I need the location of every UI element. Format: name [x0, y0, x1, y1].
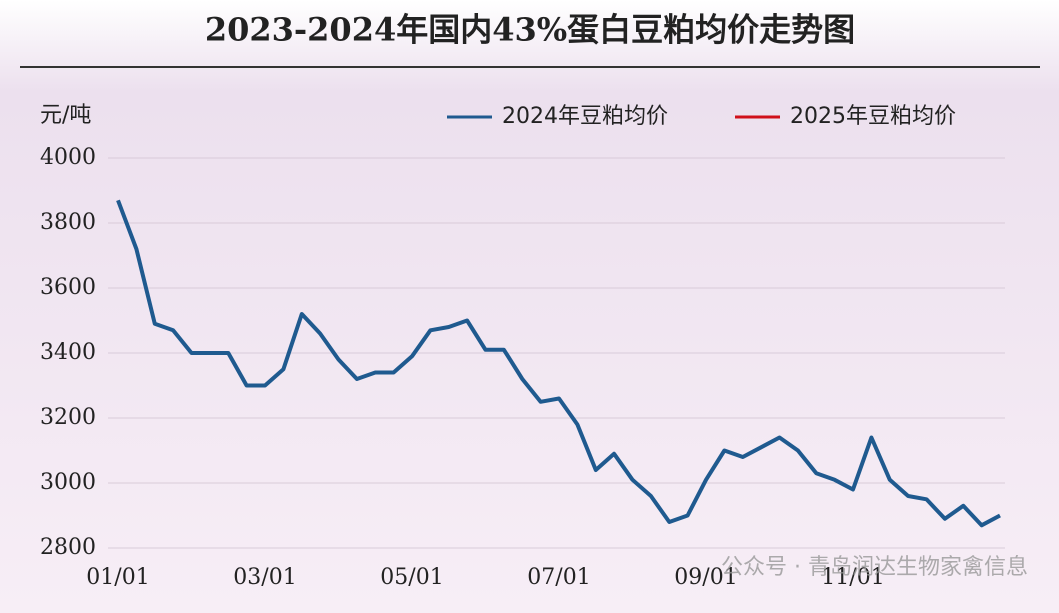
x-tick-label: 09/01	[674, 565, 737, 590]
y-tick-label: 3400	[40, 340, 96, 365]
x-tick-label: 05/01	[380, 565, 443, 590]
x-tick-label: 07/01	[527, 565, 590, 590]
y-axis-label: 元/吨	[40, 103, 91, 128]
series-line	[116, 199, 1001, 528]
y-tick-label: 3200	[40, 405, 96, 430]
y-tick-label: 2800	[40, 535, 96, 560]
chart-title: 2023-2024年国内43%蛋白豆粕均价走势图	[205, 11, 855, 49]
watermark: 公众号 · 青岛润达生物家禽信息	[721, 555, 1028, 580]
x-tick-label: 11/01	[821, 565, 884, 590]
y-tick-label: 3800	[40, 210, 96, 235]
y-tick-label: 4000	[40, 145, 96, 170]
legend-label: 2025年豆粕均价	[790, 104, 956, 129]
x-tick-label: 01/01	[86, 565, 149, 590]
x-tick-label: 03/01	[233, 565, 296, 590]
y-tick-label: 3000	[40, 470, 96, 495]
legend-label: 2024年豆粕均价	[502, 104, 668, 129]
y-tick-label: 3600	[40, 275, 96, 300]
